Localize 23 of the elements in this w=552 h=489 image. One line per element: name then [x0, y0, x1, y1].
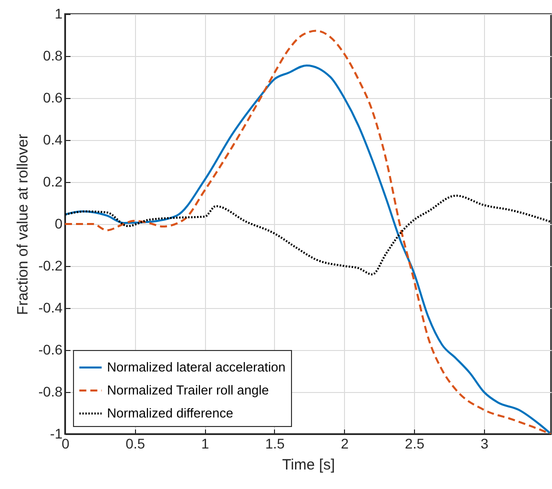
y-tick-label: -0.8 [38, 384, 63, 400]
y-tick-label: 1 [54, 6, 63, 22]
y-tick-label: 0.8 [43, 48, 63, 64]
y-tick-label: -1 [50, 426, 63, 442]
legend-label: Normalized lateral acceleration [107, 360, 286, 374]
y-tick-label: 0.4 [43, 132, 63, 148]
legend-label: Normalized difference [107, 406, 234, 420]
y-tick-label: -0.2 [38, 258, 63, 274]
y-tick-label: 0.6 [43, 90, 63, 106]
y-tick-label: -0.4 [38, 300, 63, 316]
x-axis-title: Time [s] [282, 456, 335, 474]
y-tick-label: 0.2 [43, 174, 63, 190]
x-tick-label: 2.5 [404, 436, 425, 452]
x-tick-label: 1.5 [265, 436, 285, 452]
line-series [65, 194, 551, 276]
y-tick-label: -0.6 [38, 342, 63, 358]
x-tick-label: 2 [340, 436, 349, 452]
x-tick-label: 3 [480, 436, 489, 452]
x-tick-label: 1 [201, 436, 210, 452]
y-tick-label: 0 [54, 216, 63, 232]
x-tick-label: 0.5 [126, 436, 146, 452]
y-axis-title: Fraction of value at rollover [14, 134, 32, 315]
legend-label: Normalized Trailer roll angle [107, 382, 269, 398]
